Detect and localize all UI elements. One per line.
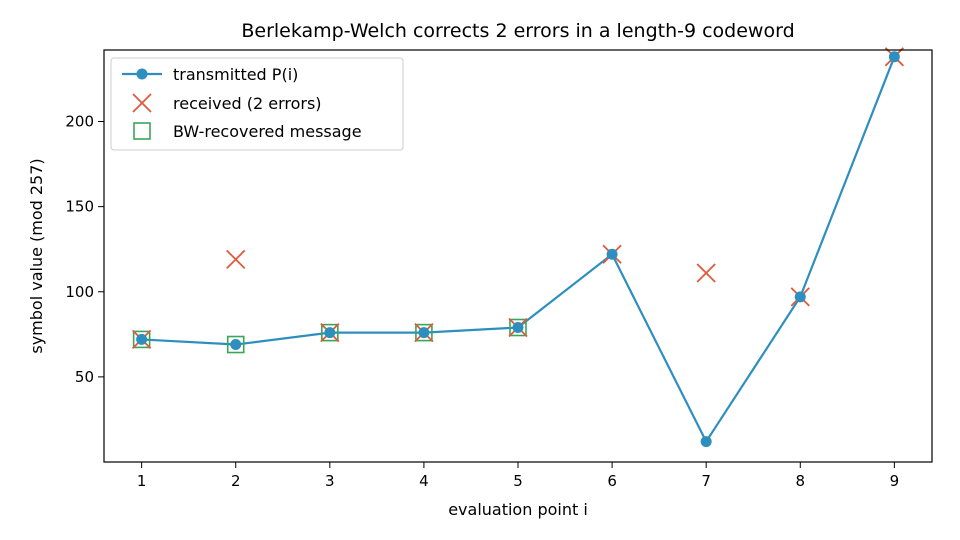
point-transmitted xyxy=(324,327,336,339)
point-transmitted xyxy=(700,436,712,448)
y-tick-label: 200 xyxy=(65,113,94,131)
point-received xyxy=(696,263,716,283)
x-tick-label: 9 xyxy=(890,472,900,490)
legend-marker-transmitted xyxy=(136,68,148,80)
legend-marker-bw-recovered xyxy=(133,122,151,140)
x-tick-label: 4 xyxy=(419,472,429,490)
x-tick-label: 5 xyxy=(513,472,523,490)
point-transmitted xyxy=(794,291,806,303)
point-bw-recovered xyxy=(226,335,245,354)
point-bw-recovered xyxy=(509,318,527,337)
legend: transmitted P(i) received (2 errors) BW-re… xyxy=(110,57,404,151)
y-tick-label: 50 xyxy=(75,368,94,386)
point-transmitted xyxy=(136,333,148,345)
point-transmitted xyxy=(418,327,430,339)
legend-item-bw-recovered: BW-recovered message xyxy=(133,122,362,141)
x-tick-label: 3 xyxy=(325,472,335,490)
x-tick-label: 1 xyxy=(137,472,147,490)
x-tick-label: 6 xyxy=(607,472,617,490)
legend-marker-received xyxy=(132,93,152,113)
x-tick-label: 7 xyxy=(701,472,711,490)
point-bw-recovered xyxy=(321,323,339,342)
legend-label-received: received (2 errors) xyxy=(173,94,322,113)
y-tick-label: 100 xyxy=(65,283,94,301)
point-received xyxy=(226,249,246,270)
point-bw-recovered xyxy=(415,323,433,342)
legend-item-received: received (2 errors) xyxy=(132,93,322,113)
point-transmitted xyxy=(888,51,900,63)
legend-label-bw-recovered: BW-recovered message xyxy=(173,122,362,141)
axis-ticks: 1 2 3 4 5 6 7 8 9 50 100 150 200 xyxy=(65,113,899,490)
legend-label-transmitted: transmitted P(i) xyxy=(173,65,298,84)
point-bw-recovered xyxy=(132,330,151,349)
point-transmitted xyxy=(512,322,524,334)
x-tick-label: 2 xyxy=(231,472,241,490)
chart-title: Berlekamp-Welch corrects 2 errors in a l… xyxy=(241,20,794,42)
plot-area xyxy=(131,47,905,448)
x-axis-label: evaluation point i xyxy=(448,500,588,519)
y-axis-label: symbol value (mod 257) xyxy=(27,158,46,353)
legend-item-transmitted: transmitted P(i) xyxy=(122,65,298,84)
legend-frame xyxy=(110,57,404,151)
x-tick-label: 8 xyxy=(795,472,805,490)
point-transmitted xyxy=(230,339,242,351)
point-transmitted xyxy=(606,248,618,260)
y-tick-label: 150 xyxy=(65,198,94,216)
